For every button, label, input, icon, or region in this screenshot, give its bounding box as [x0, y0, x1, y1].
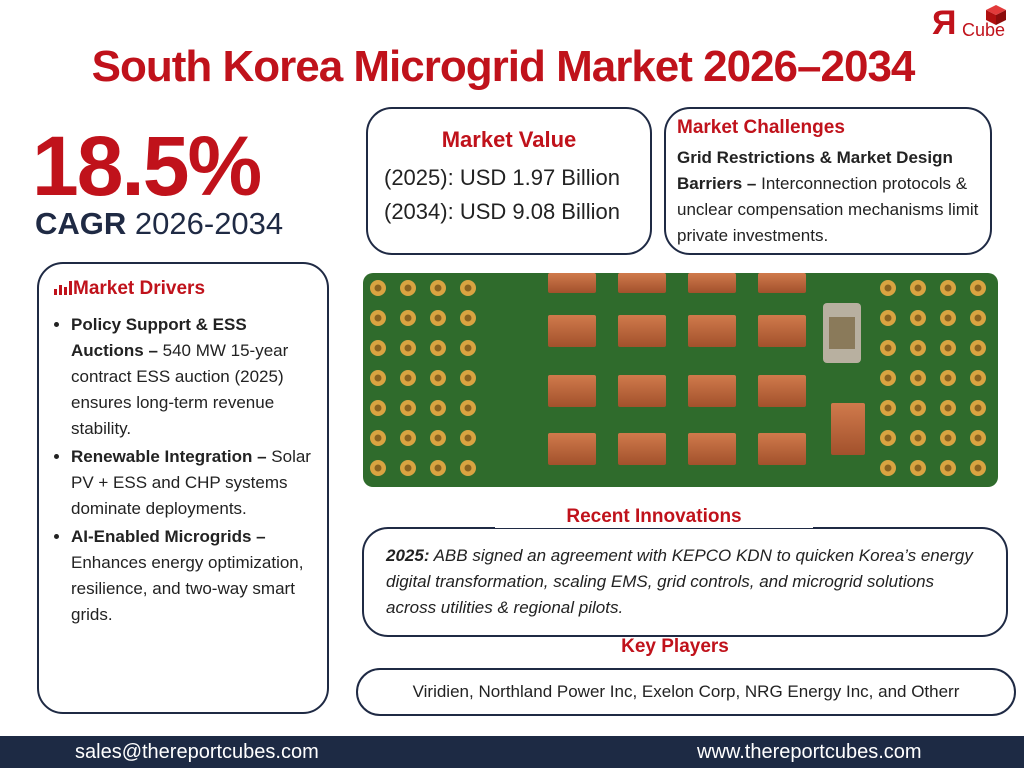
challenges-body: Interconnection protocols & unclear comp… — [677, 174, 979, 245]
drivers-box: Market Drivers Policy Support & ESS Auct… — [37, 262, 329, 714]
drivers-list: Policy Support & ESS Auctions – 540 MW 1… — [53, 312, 313, 628]
market-value-title: Market Value — [441, 127, 577, 152]
driver-bold: Renewable Integration – — [71, 447, 267, 466]
logo-cube — [986, 5, 1006, 25]
innovations-text: 2025: ABB signed an agreement with KEPCO… — [386, 543, 986, 621]
driver-bold: AI-Enabled Microgrids – — [71, 527, 266, 546]
title: South Korea Microgrid Market 2026–2034 — [91, 42, 916, 91]
innovations-body: ABB signed an agreement with KEPCO KDN t… — [386, 546, 973, 617]
drivers-icon — [54, 281, 72, 295]
footer: sales@thereportcubes.com www.thereportcu… — [0, 736, 1024, 768]
market-value-box: Market Value (2025): USD 1.97 Billion (2… — [366, 107, 652, 255]
challenges-bold: Grid Restrictions & Market Design Barrie… — [677, 148, 953, 193]
market-value-line: (2034): USD 9.08 Billion — [384, 199, 621, 224]
challenges-box: Market Challenges Grid Restrictions & Ma… — [664, 107, 992, 255]
innovations-title: Recent Innovations — [495, 506, 813, 528]
key-players-text: Viridien, Northland Power Inc, Exelon Co… — [412, 682, 960, 701]
logo-text: Cube — [962, 20, 1006, 40]
logo-mark: Я — [932, 4, 957, 42]
driver-text: Enhances energy optimization, resilience… — [71, 553, 304, 624]
innovations-box: 2025: ABB signed an agreement with KEPCO… — [362, 527, 1008, 637]
drivers-title-text: Market Drivers — [73, 278, 206, 299]
driver-item: Renewable Integration – Solar PV + ESS a… — [71, 444, 313, 522]
driver-item: Policy Support & ESS Auctions – 540 MW 1… — [71, 312, 313, 442]
key-players-box: Viridien, Northland Power Inc, Exelon Co… — [356, 668, 1016, 716]
footer-email: sales@thereportcubes.com — [75, 741, 319, 763]
cagr-value: 18.5% — [32, 119, 262, 213]
driver-bold: Policy Support & ESS Auctions – — [71, 315, 247, 360]
market-value-line: (2025): USD 1.97 Billion — [384, 165, 621, 190]
challenges-title: Market Challenges — [677, 117, 845, 138]
market-value-lines: (2025): USD 1.97 Billion (2034): USD 9.0… — [384, 161, 650, 229]
driver-text: 540 MW 15-year contract ESS auction (202… — [71, 341, 289, 438]
driver-item: AI-Enabled Microgrids – Enhances energy … — [71, 524, 313, 628]
pcb-image — [363, 273, 998, 487]
footer-website: www.thereportcubes.com — [697, 741, 922, 763]
cagr-line: CAGR 2026-2034 — [35, 206, 283, 242]
driver-text: Solar PV + ESS and CHP systems dominate … — [71, 447, 311, 518]
drivers-title: Market Drivers — [53, 278, 313, 300]
key-players-title: Key Players — [621, 636, 729, 657]
cagr-label: CAGR — [35, 206, 127, 241]
challenges-text: Grid Restrictions & Market Design Barrie… — [677, 145, 980, 249]
innovations-bold: 2025: — [386, 546, 430, 565]
cagr-period: 2026-2034 — [134, 206, 284, 241]
